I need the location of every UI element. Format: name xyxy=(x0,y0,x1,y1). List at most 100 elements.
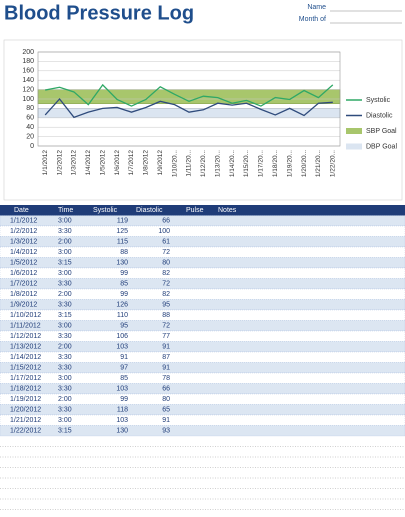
table-cell: 118 xyxy=(117,407,128,414)
table-cell: 119 xyxy=(117,218,128,225)
y-tick-label: 140 xyxy=(22,77,34,84)
table-cell: 82 xyxy=(162,291,170,298)
table-cell: 3:00 xyxy=(58,249,72,256)
table-cell: 3:30 xyxy=(58,407,72,414)
table-cell: 99 xyxy=(120,291,128,298)
table-cell: 1/4/2012 xyxy=(10,249,37,256)
table-cell: 3:00 xyxy=(58,323,72,330)
table-cell: 1/12/2012 xyxy=(10,333,41,340)
table-cell: 72 xyxy=(162,249,170,256)
x-tick-label: 1/3/2012 xyxy=(71,150,78,176)
table-cell: 97 xyxy=(120,365,128,372)
table-cell: 103 xyxy=(116,386,128,393)
table-cell: 99 xyxy=(120,270,128,277)
name-label: Name xyxy=(307,4,326,11)
table-cell: 3:30 xyxy=(58,365,72,372)
table-cell: 115 xyxy=(117,239,128,246)
table-cell: 78 xyxy=(162,375,170,382)
table-cell: 100 xyxy=(158,228,170,235)
series-line xyxy=(45,83,334,107)
legend-label: SBP Goal xyxy=(366,128,397,135)
table-cell: 91 xyxy=(162,365,170,372)
legend-swatch xyxy=(346,143,362,150)
column-header: Time xyxy=(58,207,73,214)
table-cell: 65 xyxy=(162,407,170,414)
table-cell: 3:00 xyxy=(58,375,72,382)
table-cell: 1/22/2012 xyxy=(10,428,41,435)
table-cell: 130 xyxy=(116,260,128,267)
y-tick-label: 120 xyxy=(22,86,34,93)
x-tick-label: 1/8/2012 xyxy=(143,150,150,176)
table-cell: 1/20/2012 xyxy=(10,407,41,414)
table-cell: 110 xyxy=(117,312,128,319)
table-cell: 72 xyxy=(162,323,170,330)
x-tick-label: 1/14/20... xyxy=(229,150,236,177)
table-cell: 88 xyxy=(162,312,170,319)
table-cell: 1/3/2012 xyxy=(10,239,37,246)
table-cell: 3:00 xyxy=(58,270,72,277)
table-cell: 3:00 xyxy=(58,417,72,424)
table-cell: 95 xyxy=(120,323,128,330)
x-tick-label: 1/2/2012 xyxy=(56,150,63,176)
table-cell: 130 xyxy=(116,428,128,435)
table-cell: 1/17/2012 xyxy=(10,375,41,382)
x-tick-label: 1/15/20... xyxy=(243,150,250,177)
y-tick-label: 20 xyxy=(26,133,34,140)
table-cell: 88 xyxy=(120,249,128,256)
legend-label: Diastolic xyxy=(366,112,393,119)
table-cell: 1/2/2012 xyxy=(10,228,37,235)
legend-label: DBP Goal xyxy=(366,143,397,150)
table-cell: 1/15/2012 xyxy=(10,365,41,372)
table-cell: 3:30 xyxy=(58,302,72,309)
table-cell: 2:00 xyxy=(58,239,72,246)
table-cell: 72 xyxy=(162,281,170,288)
table-cell: 66 xyxy=(162,218,170,225)
table-cell: 91 xyxy=(162,344,170,351)
table-cell: 1/18/2012 xyxy=(10,386,41,393)
plot-area xyxy=(37,51,341,147)
table-cell: 99 xyxy=(120,396,128,403)
x-tick-label: 1/10/20... xyxy=(171,150,178,177)
table-cell: 82 xyxy=(162,270,170,277)
table-cell: 1/10/2012 xyxy=(10,312,41,319)
table-cell: 1/13/2012 xyxy=(10,344,41,351)
x-tick-label: 1/18/20... xyxy=(272,150,279,177)
x-tick-label: 1/20/20... xyxy=(301,150,308,177)
x-tick-label: 1/22/20... xyxy=(330,150,337,177)
y-tick-label: 200 xyxy=(22,49,34,56)
table-cell: 1/9/2012 xyxy=(10,302,37,309)
table-cell: 91 xyxy=(120,354,128,361)
table-cell: 77 xyxy=(162,333,170,340)
column-header: Date xyxy=(14,207,29,214)
chart-frame xyxy=(3,39,403,201)
table-cell: 80 xyxy=(162,396,170,403)
table-cell: 106 xyxy=(116,333,128,340)
table-row xyxy=(0,425,405,437)
y-tick-label: 60 xyxy=(26,115,34,122)
table-cell: 103 xyxy=(116,344,128,351)
legend-swatch xyxy=(346,128,362,134)
table-cell: 95 xyxy=(162,302,170,309)
table-cell: 2:00 xyxy=(58,291,72,298)
table-cell: 3:15 xyxy=(58,312,72,319)
table-cell: 87 xyxy=(162,354,170,361)
column-header: Systolic xyxy=(93,207,118,214)
table-cell: 1/11/2012 xyxy=(10,323,41,330)
column-header: Notes xyxy=(218,207,237,214)
table-cell: 126 xyxy=(116,302,128,309)
table-cell: 1/21/2012 xyxy=(10,417,41,424)
y-tick-label: 160 xyxy=(22,68,34,75)
column-header: Pulse xyxy=(186,207,204,214)
x-tick-label: 1/17/20... xyxy=(258,150,265,177)
table-cell: 125 xyxy=(116,228,128,235)
table-header xyxy=(0,205,405,216)
table-cell: 80 xyxy=(162,260,170,267)
table-cell: 1/6/2012 xyxy=(10,270,37,277)
x-tick-label: 1/4/2012 xyxy=(85,150,92,176)
table-cell: 1/7/2012 xyxy=(10,281,37,288)
table-cell: 85 xyxy=(120,375,128,382)
x-tick-label: 1/13/20... xyxy=(214,150,221,177)
series-line xyxy=(44,97,333,119)
